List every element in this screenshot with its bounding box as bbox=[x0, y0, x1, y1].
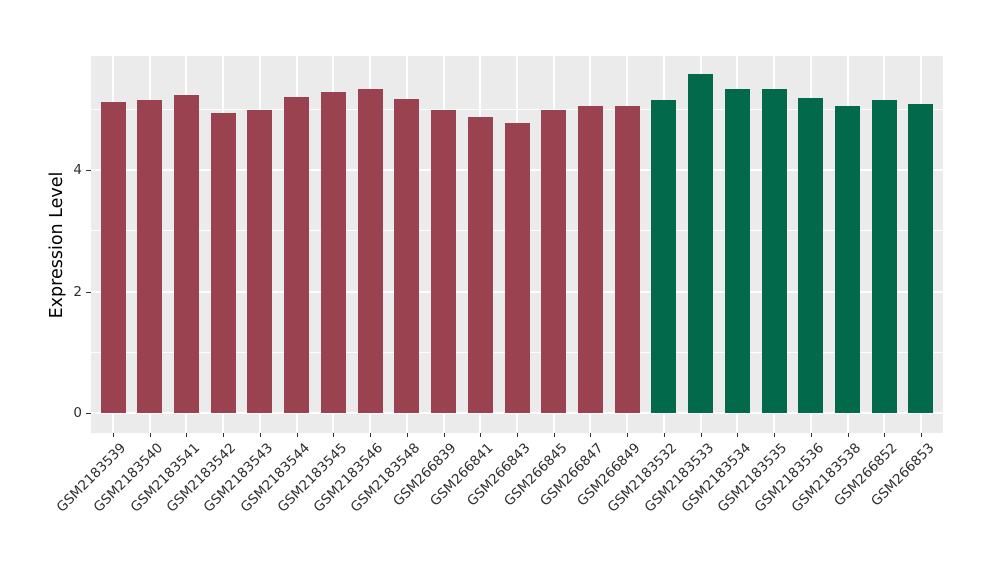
bar-GSM266843 bbox=[504, 122, 530, 413]
y-tick-label: 0 bbox=[73, 405, 82, 421]
x-tick-mark bbox=[296, 433, 298, 437]
x-tick-mark bbox=[333, 433, 335, 437]
bar-GSM2183533 bbox=[688, 73, 714, 413]
x-tick-mark bbox=[884, 433, 886, 437]
x-tick-mark bbox=[774, 433, 776, 437]
plot-panel bbox=[91, 56, 943, 433]
x-tick-mark bbox=[406, 433, 408, 437]
bar-GSM266849 bbox=[614, 105, 640, 413]
x-tick-mark bbox=[553, 433, 555, 437]
x-tick-mark bbox=[223, 433, 225, 437]
bar-GSM2183532 bbox=[651, 99, 677, 413]
bar-GSM2183546 bbox=[357, 89, 383, 413]
x-tick-mark bbox=[259, 433, 261, 437]
x-tick-mark bbox=[590, 433, 592, 437]
bar-GSM266853 bbox=[908, 104, 934, 413]
bar-GSM2183536 bbox=[798, 97, 824, 413]
y-tick-label: 4 bbox=[73, 162, 82, 179]
x-tick-mark bbox=[737, 433, 739, 437]
x-tick-mark bbox=[113, 433, 115, 437]
y-tick-label: 2 bbox=[73, 283, 82, 300]
x-tick-mark bbox=[443, 433, 445, 437]
x-tick-label-GSM266853: GSM266853 bbox=[844, 440, 937, 509]
x-tick-mark bbox=[149, 433, 151, 437]
x-tick-mark bbox=[810, 433, 812, 437]
bar-GSM2183548 bbox=[394, 99, 420, 413]
x-tick-mark bbox=[627, 433, 629, 437]
bar-GSM2183540 bbox=[137, 99, 163, 413]
bar-GSM2183543 bbox=[247, 110, 273, 413]
x-tick-mark bbox=[663, 433, 665, 437]
bar-GSM266841 bbox=[467, 117, 493, 413]
x-tick-label-text: GSM266853 bbox=[867, 440, 938, 510]
bar-GSM2183544 bbox=[284, 96, 310, 413]
x-tick-mark bbox=[370, 433, 372, 437]
bar-GSM266839 bbox=[431, 110, 457, 413]
x-tick-mark bbox=[847, 433, 849, 437]
bar-GSM266847 bbox=[577, 105, 603, 413]
bar-GSM266852 bbox=[871, 99, 897, 413]
x-tick-mark bbox=[517, 433, 518, 437]
bar-GSM2183539 bbox=[100, 102, 126, 413]
x-tick-mark bbox=[920, 433, 922, 437]
bar-GSM2183542 bbox=[210, 112, 236, 413]
bar-GSM2183541 bbox=[173, 94, 199, 413]
bar-GSM2183534 bbox=[724, 89, 750, 413]
y-tick-mark bbox=[86, 170, 91, 172]
bar-GSM266845 bbox=[541, 109, 567, 413]
bar-GSM2183545 bbox=[320, 91, 346, 413]
y-tick-mark bbox=[86, 413, 91, 414]
x-tick-mark bbox=[700, 433, 702, 437]
bar-GSM2183535 bbox=[761, 89, 787, 413]
bar-GSM2183538 bbox=[835, 105, 861, 413]
y-tick-mark bbox=[86, 291, 91, 293]
x-tick-mark bbox=[480, 433, 482, 437]
x-tick-mark bbox=[186, 433, 188, 437]
